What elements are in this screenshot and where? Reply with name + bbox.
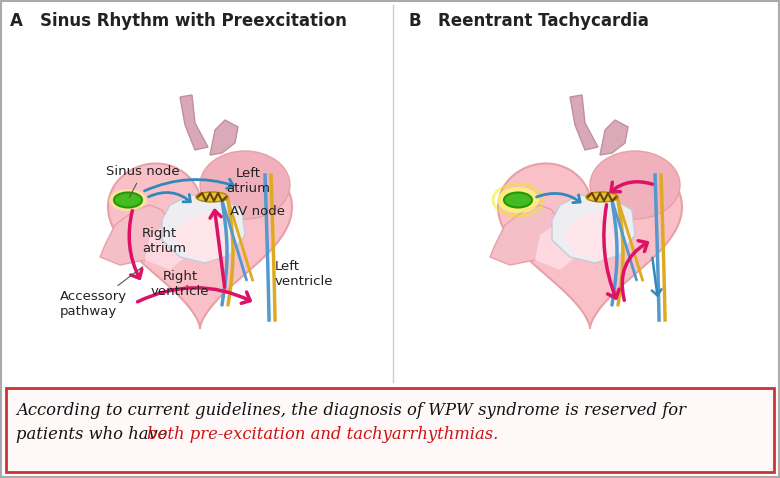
Polygon shape [498,163,682,328]
Text: Right
atrium: Right atrium [142,227,186,255]
Ellipse shape [196,192,228,202]
Polygon shape [490,205,560,265]
Text: Reentrant Tachycardia: Reentrant Tachycardia [438,12,649,30]
Text: Right
ventricle: Right ventricle [151,270,209,298]
Ellipse shape [504,193,532,207]
Text: patients who have: patients who have [16,426,172,443]
Text: Sinus node: Sinus node [106,165,179,197]
Text: According to current guidelines, the diagnosis of WPW syndrome is reserved for: According to current guidelines, the dia… [16,402,686,419]
Polygon shape [600,120,628,155]
Text: Accessory
pathway: Accessory pathway [60,267,143,318]
Ellipse shape [497,187,539,213]
Text: both pre-excitation and tachyarrhythmias.: both pre-excitation and tachyarrhythmias… [147,426,498,443]
Ellipse shape [586,192,618,202]
Polygon shape [210,120,238,155]
FancyBboxPatch shape [6,388,774,472]
Polygon shape [552,195,635,263]
Polygon shape [180,95,208,150]
Ellipse shape [200,151,290,219]
Polygon shape [562,210,618,261]
Text: Left
ventricle: Left ventricle [275,260,334,288]
Text: Sinus Rhythm with Preexcitation: Sinus Rhythm with Preexcitation [40,12,347,30]
Polygon shape [145,220,188,270]
Text: Left
atrium: Left atrium [226,167,270,195]
Polygon shape [108,163,292,328]
Polygon shape [535,220,578,270]
Polygon shape [172,210,228,261]
Polygon shape [570,95,598,150]
Text: AV node: AV node [230,205,285,218]
Text: B: B [408,12,420,30]
Ellipse shape [114,193,142,207]
Ellipse shape [109,189,147,211]
Ellipse shape [590,151,680,219]
Polygon shape [100,205,170,265]
Polygon shape [162,195,245,263]
Text: A: A [10,12,23,30]
